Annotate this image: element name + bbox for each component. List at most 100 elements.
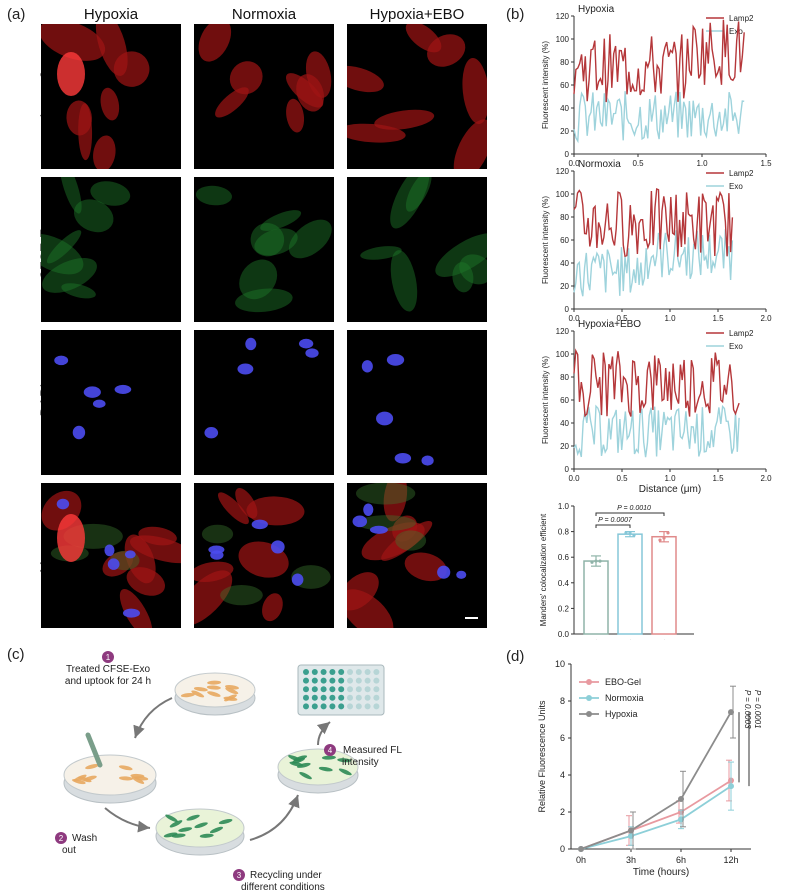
cell-shape: [229, 61, 263, 95]
plate-well: [355, 694, 362, 701]
cell-shape: [286, 98, 305, 133]
plate-well: [373, 677, 380, 684]
cell: [193, 686, 208, 692]
y-tick-label: 40: [560, 259, 569, 268]
x-tick-label: 1.5: [760, 159, 772, 168]
micrograph-merge-hypoxia: [41, 483, 181, 628]
dish-top: [174, 672, 256, 716]
y-tick-label: 20: [560, 442, 569, 451]
x-tick-label: 1.0: [664, 474, 676, 483]
cell-shape: [262, 593, 283, 622]
bright-cell: [57, 52, 85, 96]
plate-well: [347, 694, 353, 701]
series-line-2: [580, 711, 732, 850]
plate-well: [347, 703, 353, 710]
column-header-hypoxia-ebo: Hypoxia+EBO: [369, 6, 465, 23]
cell: [171, 833, 186, 838]
p-value-label: P = 0.0007: [598, 517, 633, 524]
cell: [194, 822, 208, 829]
plate-well: [347, 686, 353, 693]
cell-shape: [250, 223, 285, 257]
legend-marker: [586, 695, 592, 701]
arrow-step3: [249, 794, 300, 841]
manders-bar-chart: 0.0 0.2 0.4 0.6 0.8 1.0 Manders' colocalizatio…: [539, 502, 694, 640]
cell-shape: [235, 487, 258, 519]
x-tick-label: 2.0: [760, 474, 772, 483]
plate-well: [311, 703, 318, 710]
y-tick-label: 120: [556, 167, 570, 176]
step1-line: Treated CFSE-Exo: [66, 664, 151, 675]
plate-well: [373, 694, 380, 701]
plate-well: [329, 686, 336, 693]
exo-trace: [573, 91, 745, 144]
cell-shape: [347, 123, 406, 143]
plate-well: [355, 703, 362, 710]
step1-label: Treated CFSE-Exo and uptook for 24 h: [65, 664, 151, 687]
step3-line: Recycling under: [250, 870, 322, 881]
micrograph-lamp2-hypoxia: [41, 24, 181, 169]
data-point: [658, 538, 662, 542]
y-tick-label: 2: [560, 807, 565, 817]
cell-shape: [347, 589, 394, 628]
pipette: [85, 732, 103, 768]
y-tick-label: 1.0: [558, 502, 570, 511]
plate-well: [373, 703, 380, 710]
cell: [299, 771, 312, 780]
cell-shape: [390, 250, 418, 312]
significance-bracket: [595, 524, 631, 528]
plate-well: [303, 703, 309, 710]
plate-well: [364, 686, 371, 693]
nucleus: [92, 399, 106, 408]
nucleus: [251, 519, 268, 530]
profile-title: Hypoxia: [578, 4, 615, 15]
data-point: [628, 827, 634, 834]
legend-label-lamp2: Lamp2: [729, 329, 754, 338]
plate-well: [347, 669, 353, 675]
legend-label-lamp2: Lamp2: [729, 14, 754, 23]
dish-rim: [174, 672, 256, 708]
plate-well: [338, 703, 345, 710]
cell: [207, 691, 221, 697]
step3-label: Recycling under different conditions: [241, 870, 325, 891]
nucleus: [270, 540, 285, 554]
x-tick-label: 0.0: [568, 314, 580, 323]
lamp2-trace: [573, 19, 745, 103]
step2-badge: [55, 832, 67, 844]
cell-shape: [381, 520, 433, 561]
plate-well: [320, 686, 327, 693]
p-value-label: P = 0.0001: [753, 690, 762, 729]
cell: [291, 757, 306, 764]
y-tick-label: 100: [556, 35, 570, 44]
cell-shape: [404, 552, 447, 582]
plate-well: [338, 677, 345, 684]
cell: [78, 776, 92, 783]
cell: [169, 820, 183, 828]
y-tick-label: 0: [565, 305, 570, 314]
nucleus: [361, 360, 373, 373]
cell-shape: [41, 233, 84, 275]
cell-shape: [254, 228, 298, 256]
nucleus: [305, 348, 319, 358]
x-tick-label: 0.5: [632, 159, 644, 168]
data-point: [632, 533, 636, 537]
micrograph-cfse-exo-hypoxia-ebo: [347, 177, 487, 322]
micrograph-merge-normoxia: [194, 483, 334, 628]
plate-well: [320, 677, 327, 684]
lamp2-trace: [573, 188, 734, 258]
cell-shape: [383, 483, 408, 522]
plate-well: [373, 669, 380, 675]
cell-shape: [453, 119, 487, 169]
arrow-step4: [316, 721, 331, 746]
plate-well: [364, 694, 371, 701]
plate-well: [338, 669, 345, 675]
cell-shape: [239, 259, 278, 300]
cell-shape: [435, 233, 487, 277]
step4-badge: [324, 744, 336, 756]
x-tick-label: 1.0: [664, 314, 676, 323]
plate-well: [303, 669, 309, 675]
category-label: Hypoxia: [575, 637, 602, 640]
panel-label-a: (a): [7, 6, 26, 23]
y-tick-label: 20: [560, 127, 569, 136]
plate-well: [364, 669, 371, 675]
exo-trace: [573, 404, 740, 458]
